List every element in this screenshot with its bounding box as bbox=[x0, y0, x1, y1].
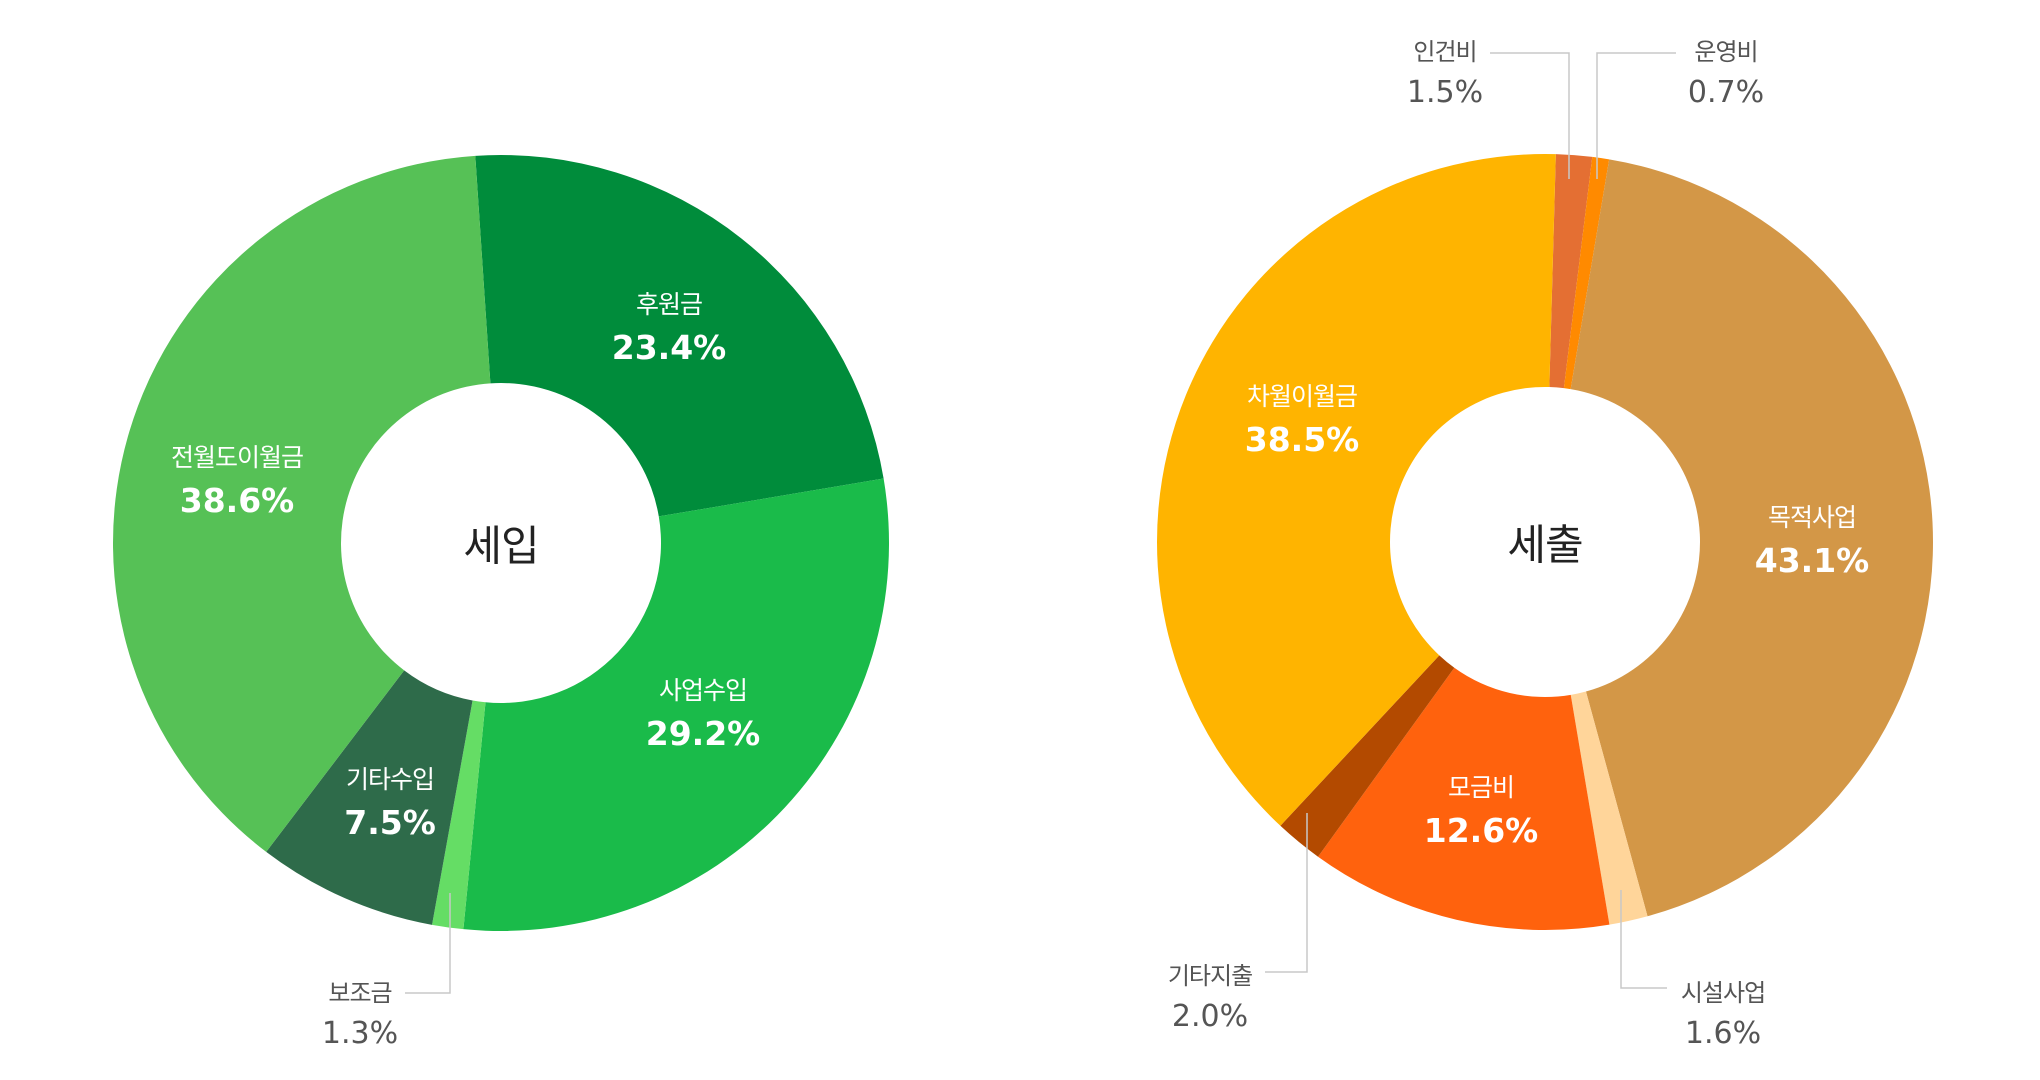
outer-slice-label: 시설사업 1.6% bbox=[1680, 979, 1766, 1051]
slice-label-value: 1.6% bbox=[1684, 1016, 1762, 1051]
donut-slice bbox=[463, 478, 889, 931]
slice-label-value: 43.1% bbox=[1754, 541, 1870, 580]
slice-label-value: 1.3% bbox=[321, 1016, 399, 1051]
donut-slice bbox=[266, 670, 473, 925]
slice-label-name: 기타지출 bbox=[1167, 962, 1253, 990]
slice-label-name: 기타수입 bbox=[345, 765, 435, 794]
donut-slice bbox=[475, 155, 884, 517]
leader-line bbox=[405, 893, 451, 994]
donut-slice bbox=[1318, 667, 1610, 930]
slice-label-name: 보조금 bbox=[328, 979, 392, 1007]
leader-line bbox=[1596, 52, 1676, 179]
donut-slice bbox=[1157, 153, 1556, 826]
leader-line bbox=[1620, 890, 1667, 989]
slice-label-value: 2.0% bbox=[1171, 999, 1249, 1034]
inner-slice-label: 목적사업 43.1% bbox=[1755, 505, 1870, 577]
inner-slice-label: 후원금 23.4% bbox=[612, 292, 727, 364]
inner-slice-label: 기타수입 7.5% bbox=[344, 767, 436, 839]
inner-slice-label: 사업수입 29.2% bbox=[646, 678, 761, 750]
donut-slice bbox=[113, 155, 491, 852]
slice-label-value: 23.4% bbox=[611, 328, 727, 367]
outer-slice-label: 인건비 1.5% bbox=[1407, 40, 1483, 108]
slice-label-name: 인건비 bbox=[1413, 38, 1477, 66]
slice-label-name: 사업수입 bbox=[658, 676, 748, 705]
donut-slice bbox=[432, 700, 486, 930]
slice-label-value: 1.5% bbox=[1406, 75, 1484, 110]
donut-slice bbox=[1563, 156, 1610, 390]
leader-line bbox=[1490, 52, 1570, 179]
inner-slice-label: 모금비 12.6% bbox=[1424, 775, 1539, 847]
slice-label-name: 모금비 bbox=[1447, 773, 1515, 802]
expenditure-donut bbox=[1157, 153, 1933, 930]
slice-label-name: 운영비 bbox=[1694, 38, 1758, 66]
slice-label-value: 38.5% bbox=[1244, 420, 1360, 459]
slice-label-value: 0.7% bbox=[1687, 75, 1765, 110]
slice-label-name: 시설사업 bbox=[1680, 979, 1766, 1007]
inner-slice-label: 전월도이월금 38.6% bbox=[170, 443, 304, 520]
donut-slice bbox=[1549, 154, 1593, 389]
donut-slice bbox=[1280, 655, 1455, 857]
outer-slice-label: 기타지출 2.0% bbox=[1167, 962, 1253, 1034]
leader-line bbox=[1265, 813, 1308, 973]
slice-label-value: 29.2% bbox=[645, 714, 761, 753]
outer-slice-label: 보조금 1.3% bbox=[322, 981, 398, 1049]
expenditure-center-label: 세출 bbox=[1507, 520, 1583, 570]
slice-label-name: 목적사업 bbox=[1767, 503, 1857, 532]
slice-label-name: 전월도이월금 bbox=[170, 443, 304, 472]
leader-lines bbox=[405, 52, 1676, 994]
donut-slice bbox=[1570, 691, 1648, 925]
slice-label-name: 차월이월금 bbox=[1246, 382, 1358, 411]
inner-slice-label: 차월이월금 38.5% bbox=[1245, 384, 1360, 456]
slice-label-name: 후원금 bbox=[635, 290, 703, 319]
revenue-donut bbox=[113, 155, 889, 931]
outer-slice-label: 운영비 0.7% bbox=[1688, 40, 1764, 108]
slice-label-value: 7.5% bbox=[344, 803, 436, 842]
slice-label-value: 38.6% bbox=[179, 481, 295, 520]
donut-slice bbox=[1570, 159, 1933, 917]
slice-label-value: 12.6% bbox=[1423, 811, 1539, 850]
revenue-center-label: 세입 bbox=[463, 521, 539, 571]
